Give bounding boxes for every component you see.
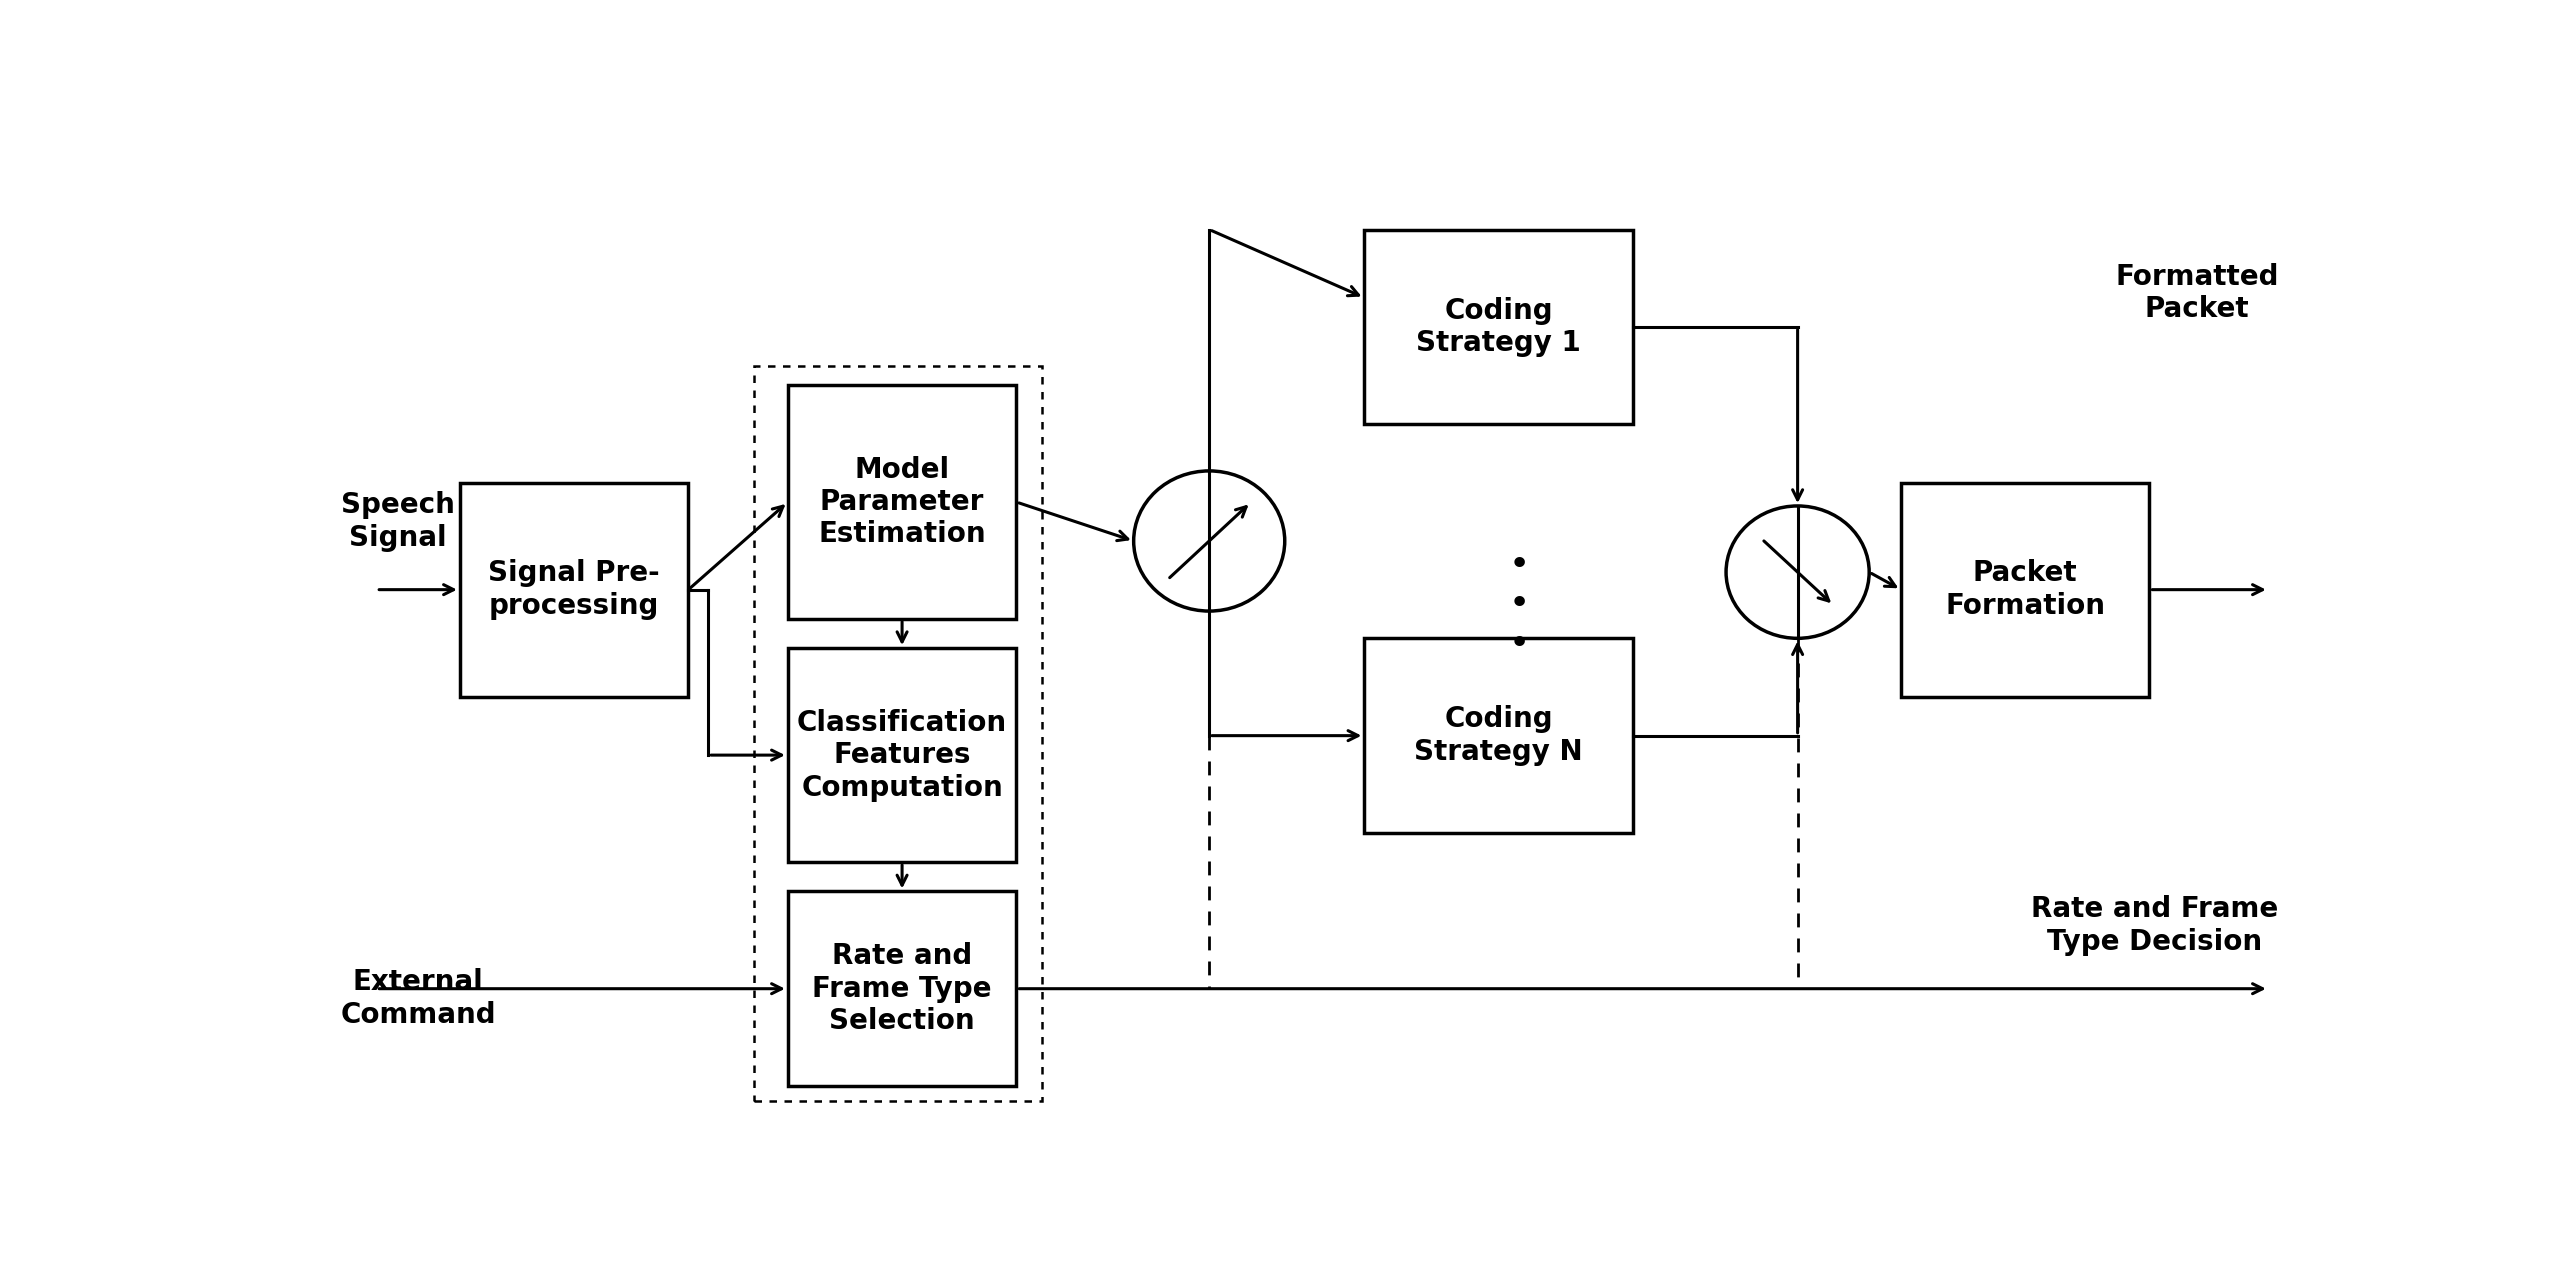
Ellipse shape (1134, 471, 1285, 611)
Bar (1901, 483, 2149, 696)
Bar (787, 386, 1016, 619)
Bar (787, 648, 1016, 862)
Bar (459, 483, 687, 696)
Text: Classification
Features
Computation: Classification Features Computation (798, 709, 1008, 801)
Text: Speech
Signal: Speech Signal (341, 492, 454, 551)
Ellipse shape (1726, 506, 1870, 638)
Bar (1365, 230, 1634, 425)
Text: Packet
Formation: Packet Formation (1944, 560, 2106, 619)
Text: Coding
Strategy 1: Coding Strategy 1 (1416, 297, 1580, 356)
Text: External
Command: External Command (341, 968, 495, 1029)
Bar (1365, 638, 1634, 833)
Text: Signal Pre-
processing: Signal Pre- processing (487, 560, 659, 619)
Text: Rate and
Frame Type
Selection: Rate and Frame Type Selection (813, 942, 993, 1035)
Bar (754, 365, 1041, 1101)
Bar (787, 891, 1016, 1086)
Text: Coding
Strategy N: Coding Strategy N (1413, 705, 1583, 766)
Text: Model
Parameter
Estimation: Model Parameter Estimation (818, 455, 985, 549)
Text: •
•
•: • • • (1508, 547, 1529, 661)
Text: Formatted
Packet: Formatted Packet (2116, 263, 2278, 324)
Text: Rate and Frame
Type Decision: Rate and Frame Type Decision (2031, 895, 2278, 956)
